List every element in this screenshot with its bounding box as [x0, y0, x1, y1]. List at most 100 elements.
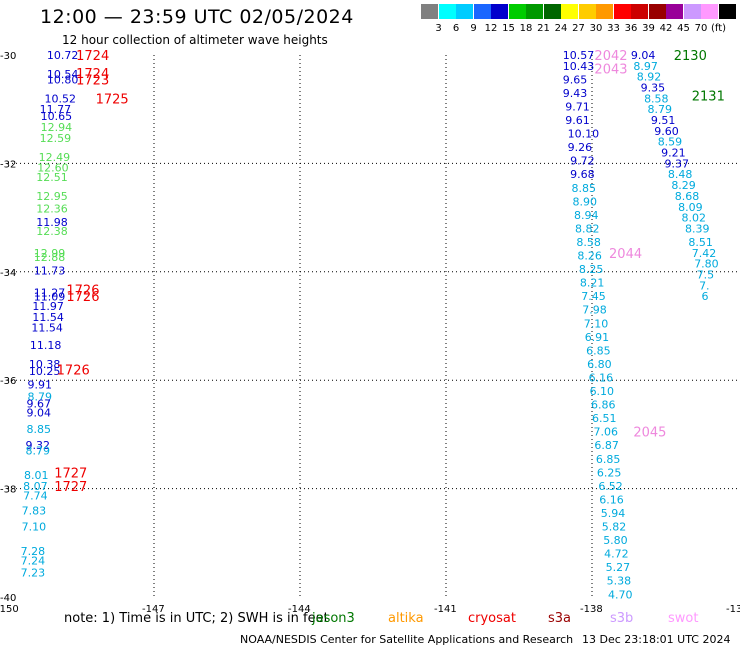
legend-bin-label: 12: [484, 23, 498, 34]
wave-height-label: 12.49: [39, 151, 71, 164]
wave-height-label: 6.85: [586, 344, 611, 357]
legend-bin-label: 42: [659, 23, 673, 34]
wave-height-label: 8.21: [580, 277, 605, 290]
wave-height-label: 11.27: [34, 286, 66, 299]
wave-height-label: 4.70: [608, 588, 633, 601]
wave-height-label: 7.5: [697, 269, 715, 282]
wave-height-label: 7.10: [584, 317, 609, 330]
legend-bin-label: 9: [470, 23, 477, 34]
timestamp-footer: 13 Dec 23:18:01 UTC 2024: [582, 633, 731, 646]
wave-height-label: 12.36: [36, 202, 68, 215]
wave-height-label: 9.43: [563, 87, 588, 100]
lon-tick-label: -13: [726, 604, 740, 615]
wave-height-label: 10.72: [47, 49, 79, 62]
wave-height-label: 6.85: [596, 453, 621, 466]
wave-height-label: 11.98: [36, 216, 68, 229]
wave-height-label: 8.26: [577, 250, 602, 263]
wave-height-label: 9.26: [568, 141, 593, 154]
wave-height-label: 9.72: [570, 155, 595, 168]
legend-bin-label: 15: [502, 23, 515, 34]
wave-height-label: 8.79: [26, 445, 51, 458]
wave-height-label: 10.65: [41, 110, 73, 123]
wave-height-label: 12.51: [36, 171, 68, 184]
legend-swatch: [421, 4, 438, 19]
wave-height-label: 11.73: [34, 265, 66, 278]
wave-height-label: 6.86: [591, 399, 616, 412]
lon-tick-label: -147: [142, 604, 165, 615]
wave-height-label: 6.87: [594, 439, 619, 452]
page-title: 12:00 — 23:59 UTC 02/05/2024: [40, 6, 354, 28]
wave-height-label: 7.42: [692, 247, 717, 260]
time-label: 2045: [633, 426, 666, 441]
wave-height-label: 7.23: [21, 567, 46, 580]
legend-bin-label: 30: [589, 23, 603, 34]
wave-height-label: 10.43: [563, 60, 595, 73]
wave-height-label: 10.52: [45, 92, 77, 105]
wave-height-label: 9.04: [631, 49, 656, 62]
wave-height-label: 8.07: [23, 480, 48, 493]
legend-swatch: [578, 4, 596, 19]
wave-height-label: 9.32: [26, 439, 51, 452]
wave-height-label: 6.91: [585, 331, 610, 344]
satellite-label: swot: [668, 611, 699, 626]
wave-height-label: 12.60: [37, 162, 68, 175]
lat-tick-label: -32: [0, 159, 16, 170]
time-label: 2044: [609, 247, 642, 262]
wave-height-label: 12.88: [34, 251, 66, 264]
wave-height-label: 8.02: [682, 212, 707, 225]
legend-swatch: [648, 4, 666, 19]
wave-height-label: 7.83: [22, 504, 47, 517]
time-label: 1726: [66, 290, 99, 305]
wave-height-label: 8.29: [671, 179, 696, 192]
units-note: note: 1) Time is in UTC; 2) SWH is in fe…: [64, 611, 329, 626]
time-label: 1727: [54, 466, 87, 481]
lat-tick-label: -40: [0, 593, 16, 604]
time-label: 2130: [674, 49, 707, 64]
wave-height-label: 6.51: [592, 412, 617, 425]
lon-tick-label: -144: [288, 604, 311, 615]
wave-height-label: 11.54: [31, 322, 63, 335]
legend-bin-label: 45: [677, 23, 690, 34]
legend-bin-label: 33: [607, 23, 620, 34]
wave-height-label: 8.68: [675, 190, 700, 203]
wave-height-label: 5.27: [606, 561, 631, 574]
wave-height-label: 11.97: [32, 300, 64, 313]
wave-height-label: 8.82: [575, 222, 600, 235]
wave-height-label: 7.10: [22, 521, 47, 534]
wave-height-label: 11.77: [40, 103, 71, 116]
satellite-label: s3a: [548, 611, 572, 626]
wave-height-label: 6.16: [589, 371, 614, 384]
wave-height-label: 9.35: [641, 82, 666, 95]
wave-height-label: 9.61: [565, 114, 590, 127]
wave-height-label: 7.80: [694, 258, 719, 271]
wave-height-label: 10.80: [47, 73, 79, 86]
map-subtitle: 12 hour collection of altimeter wave hei…: [62, 33, 328, 47]
legend-unit: (ft): [711, 23, 727, 34]
wave-height-label: 9.60: [654, 125, 679, 138]
wave-height-label: 8.01: [24, 469, 48, 482]
wave-height-label: 6.80: [587, 358, 612, 371]
wave-height-label: 5.82: [602, 521, 627, 534]
wave-height-label: 8.51: [688, 236, 713, 249]
wave-height-label: 8.25: [579, 263, 604, 276]
wave-height-label: 8.79: [27, 390, 52, 403]
legend-swatch: [526, 4, 543, 19]
legend-bin-label: 21: [537, 23, 550, 34]
lat-tick-label: -38: [0, 485, 16, 496]
legend-swatch: [473, 4, 491, 19]
legend-swatch: [666, 4, 683, 19]
legend-swatch: [683, 4, 701, 19]
wave-height-label: 12.99: [34, 247, 66, 260]
time-label: 2131: [692, 90, 725, 105]
wave-height-label: 11.09: [34, 291, 66, 304]
satellite-label: altika: [388, 611, 424, 626]
wave-height-label: 4.72: [604, 548, 629, 561]
wave-height-label: 7.28: [21, 545, 46, 558]
lon-tick-label: -141: [434, 604, 457, 615]
legend-bin-label: 27: [572, 23, 585, 34]
wave-height-label: 12.38: [36, 225, 68, 238]
legend-bin-label: 36: [624, 23, 638, 34]
legend-swatch: [456, 4, 473, 19]
wave-height-label: 9.65: [563, 73, 588, 86]
wave-height-label: 9.91: [27, 379, 52, 392]
